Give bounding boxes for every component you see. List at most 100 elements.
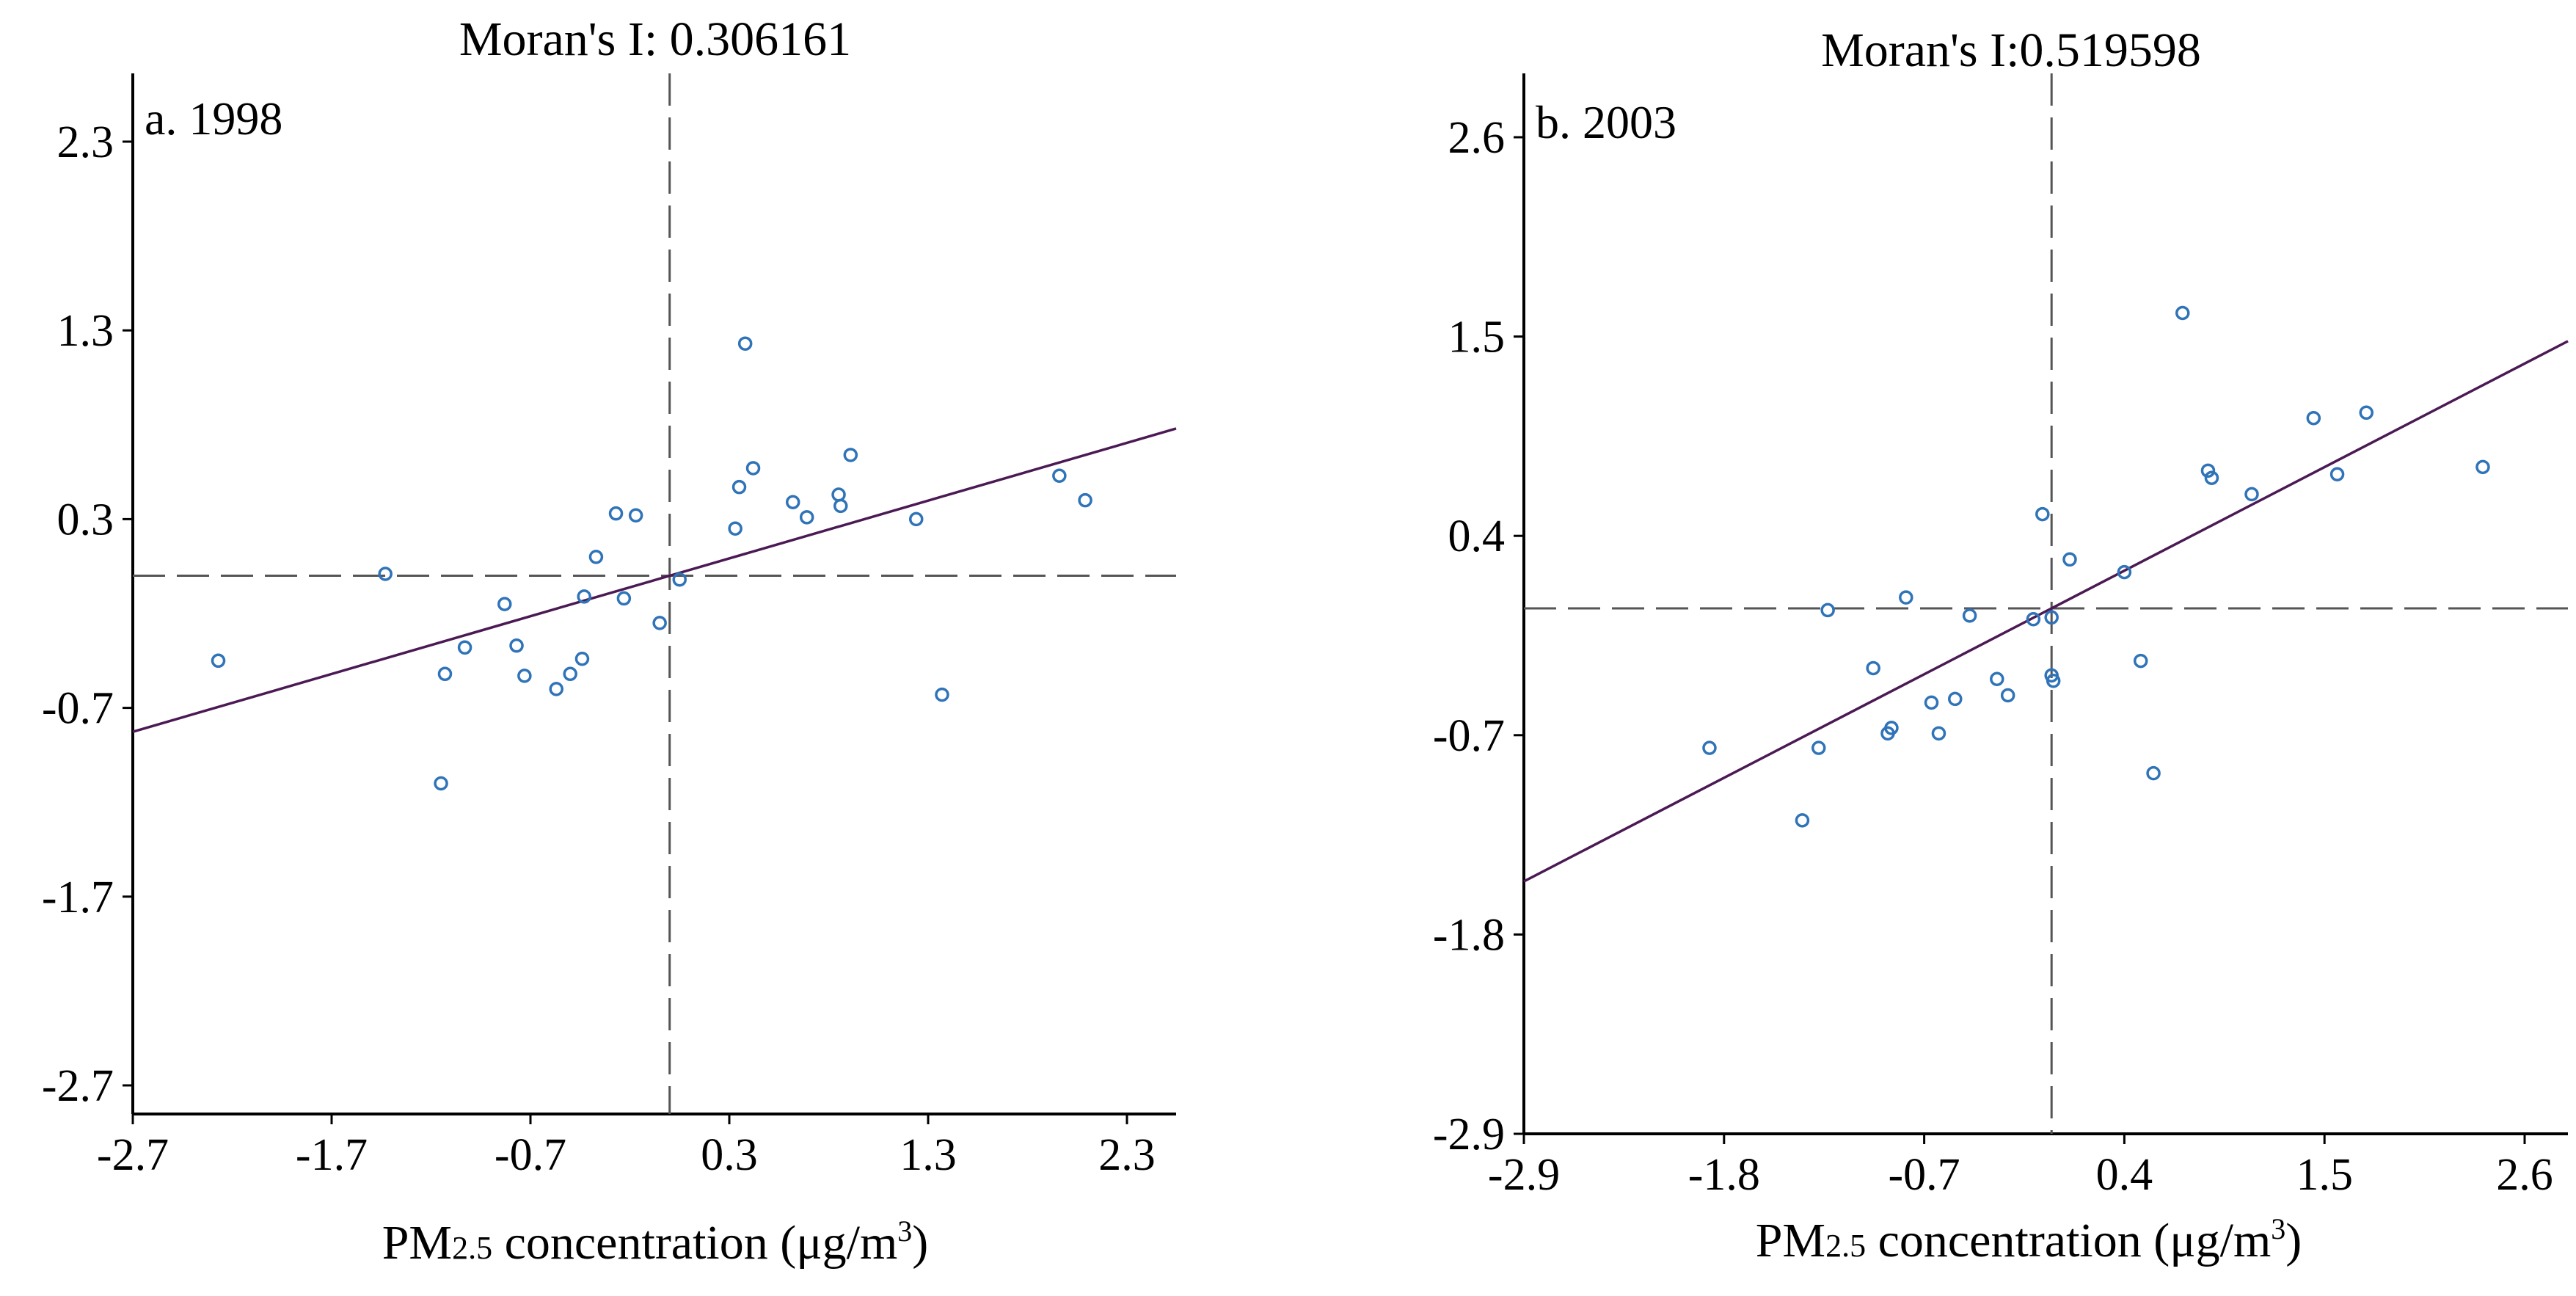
panel-a-x-label-prefix: PM <box>382 1216 452 1270</box>
panel-b-point <box>2146 765 2161 781</box>
panel-b-point <box>2035 506 2050 522</box>
panel-b-point <box>2000 688 2015 703</box>
panel-b-y-ticks: 2.6 1.5 0.4 -0.7 -1.8 -2.9 <box>1433 113 1524 1160</box>
panel-b-regression-line <box>1523 340 2569 883</box>
panel-b-x-label: PM2.5 concentration (μg/m3) <box>1756 1212 2302 1267</box>
panel-b-point <box>2359 405 2374 421</box>
panel-a-point <box>497 597 512 611</box>
panel-a-point <box>577 589 591 604</box>
panel-a-x-tick-label: -2.7 <box>97 1130 169 1180</box>
panel-b-point <box>1811 740 1826 755</box>
panel-a-x-ticks: -2.7 -1.7 -0.7 0.3 1.3 2.3 <box>97 1114 1156 1180</box>
panel-b-point <box>1924 695 1939 710</box>
panel-a-point <box>608 506 624 521</box>
panel-a-point <box>737 336 753 351</box>
panel-a-y-tick-label: -1.7 <box>42 873 114 922</box>
panel-b-label: b. 2003 <box>1536 96 1676 148</box>
panel-a-x-tick-label: -0.7 <box>495 1130 566 1180</box>
panel-a-point <box>908 512 924 527</box>
panel-a-point <box>831 487 846 502</box>
panel-b-x-ticks: -2.9 -1.8 -0.7 0.4 1.5 2.6 <box>1488 1134 2553 1200</box>
panel-a-point <box>378 567 393 581</box>
panel-a-point <box>457 640 472 655</box>
panel-a: Moran's I: 0.306161 2.31.30.3-0.7-1.7-2.… <box>42 12 1177 1270</box>
panel-b-point <box>1866 660 1880 676</box>
panel-b-y-tick-label: -1.8 <box>1433 910 1505 960</box>
panel-a-point <box>728 521 742 536</box>
panel-a-point <box>211 653 226 669</box>
panel-a-x-label-sup: 3 <box>897 1215 912 1248</box>
panel-a-point <box>785 495 800 510</box>
panel-b-point <box>2329 467 2345 482</box>
panel-a-y-tick-label: -0.7 <box>42 684 114 734</box>
panel-b-x-label-sub: 2.5 <box>1825 1228 1866 1264</box>
panel-a-point <box>672 572 687 587</box>
panel-b-point <box>1962 608 1977 623</box>
panel-a-point <box>652 616 667 630</box>
panel-b-point <box>1702 740 1717 755</box>
panel-b-point <box>2175 305 2190 321</box>
panel-b-point <box>1795 813 1810 828</box>
panel-b-point <box>1948 691 1963 707</box>
panel-a-x-label: PM2.5 concentration (μg/m3) <box>382 1215 929 1270</box>
panel-a-point <box>588 550 604 564</box>
panel-b-point <box>2204 470 2219 485</box>
panel-b-x-tick-label: -2.9 <box>1488 1150 1560 1200</box>
panel-a-point <box>628 508 643 523</box>
panel-a-point <box>731 479 747 495</box>
panel-b-y-tick-label: -2.9 <box>1433 1110 1505 1160</box>
panel-a-point <box>799 510 814 525</box>
panel-a-point <box>616 591 632 606</box>
panel-a-point <box>1052 468 1067 483</box>
panel-a-label: a. 1998 <box>145 92 282 145</box>
panel-a-y-tick-label: 1.3 <box>57 306 114 356</box>
panel-b-point <box>1990 671 2004 687</box>
panel-b-x-tick-label: -0.7 <box>1889 1150 1960 1200</box>
panel-a-point <box>563 666 577 682</box>
panel-b-x-label-suffix: ) <box>2285 1214 2302 1267</box>
panel-b-plot-area: 2.6 1.5 0.4 -0.7 -1.8 -2.9 -2.9 -1.8 -0.7 0.4 1.5… <box>1433 73 2569 1200</box>
panel-a-point <box>517 669 532 683</box>
panel-a-regression-line <box>132 427 1177 733</box>
panel-b-x-label-prefix: PM <box>1756 1214 1825 1267</box>
panel-a-point <box>509 638 524 653</box>
panel-b-x-tick-label: 1.5 <box>2296 1150 2353 1200</box>
panel-a-x-tick-label: -1.7 <box>296 1130 368 1180</box>
panel-a-point <box>935 687 949 702</box>
panel-b-x-label-middle: concentration (μg/m <box>1866 1214 2271 1267</box>
panel-a-x-label-sub: 2.5 <box>452 1230 492 1266</box>
panel-a-x-tick-label: 1.3 <box>900 1130 957 1180</box>
panel-b-point <box>2306 410 2321 426</box>
panel-a-y-tick-label: -2.7 <box>42 1061 114 1111</box>
panel-a-x-label-middle: concentration (μg/m <box>492 1216 897 1270</box>
panel-b-point <box>2133 653 2148 669</box>
panel-b-x-label-sup: 3 <box>2271 1212 2285 1245</box>
panel-b-point <box>2062 552 2077 567</box>
panel-b-point <box>1899 590 1913 605</box>
panel-a-point <box>1078 492 1092 508</box>
panel-b-x-tick-label: 0.4 <box>2096 1150 2153 1200</box>
panel-b-point <box>2117 564 2132 580</box>
panel-b-y-tick-label: 1.5 <box>1448 313 1506 363</box>
panel-b: Moran's I:0.519598 2.6 1.5 0.4 -0.7 -1.8 -2.9… <box>1433 23 2569 1267</box>
panel-a-point <box>437 666 453 682</box>
panel-b-point <box>1820 603 1835 618</box>
panel-a-y-ticks: 2.3 1.3 0.3 -0.7 -1.7 -2.7 <box>42 117 133 1111</box>
panel-a-point <box>549 682 563 696</box>
panel-a-y-tick-label: 2.3 <box>57 117 114 167</box>
panel-b-point <box>2475 459 2490 475</box>
panel-a-x-tick-label: 0.3 <box>701 1130 758 1180</box>
panel-a-point <box>745 461 761 476</box>
panel-a-x-label-suffix: ) <box>912 1216 928 1270</box>
panel-a-point <box>833 498 848 514</box>
panel-b-x-tick-label: -1.8 <box>1688 1150 1760 1200</box>
panel-b-title: Moran's I:0.519598 <box>1821 23 2201 77</box>
panel-a-point <box>574 651 590 666</box>
panel-b-point <box>2200 463 2216 478</box>
panel-a-plot-area: 2.3 1.3 0.3 -0.7 -1.7 -2.7 -2.7 -1.7 -0.7 0.3 1.3… <box>42 73 1177 1180</box>
panel-b-point <box>1931 726 1946 741</box>
panel-b-y-tick-label: 2.6 <box>1448 113 1506 163</box>
panel-a-point <box>434 776 448 791</box>
panel-b-point <box>2044 610 2059 625</box>
panel-a-x-tick-label: 2.3 <box>1098 1130 1156 1180</box>
